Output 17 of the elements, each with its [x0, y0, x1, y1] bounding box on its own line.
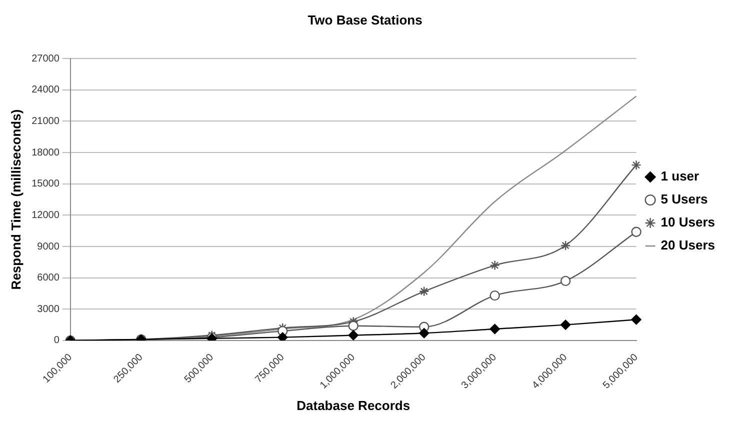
legend-label: 20 Users — [660, 238, 716, 253]
legend-label: 1 user — [660, 168, 700, 184]
y-tick-label: 21000 — [32, 116, 60, 127]
x-axis-title: Database Records — [296, 398, 410, 413]
legend-label: 5 Users — [660, 192, 708, 207]
legend-label: 10 Users — [660, 214, 716, 230]
y-tick-label: 24000 — [32, 84, 60, 96]
y-tick-label: 0 — [54, 335, 60, 346]
y-tick-label: 12000 — [32, 210, 60, 221]
y-tick-label: 18000 — [32, 147, 60, 158]
y-tick-label: 27000 — [32, 53, 60, 64]
y-tick-label: 9000 — [37, 241, 60, 252]
y-tick-label: 15000 — [32, 178, 60, 190]
chart-title: Two Base Stations — [308, 12, 422, 28]
y-tick-label: 3000 — [37, 304, 60, 315]
y-axis-title: Respond Time (milliseconds) — [8, 109, 24, 290]
y-tick-label: 6000 — [37, 272, 60, 284]
